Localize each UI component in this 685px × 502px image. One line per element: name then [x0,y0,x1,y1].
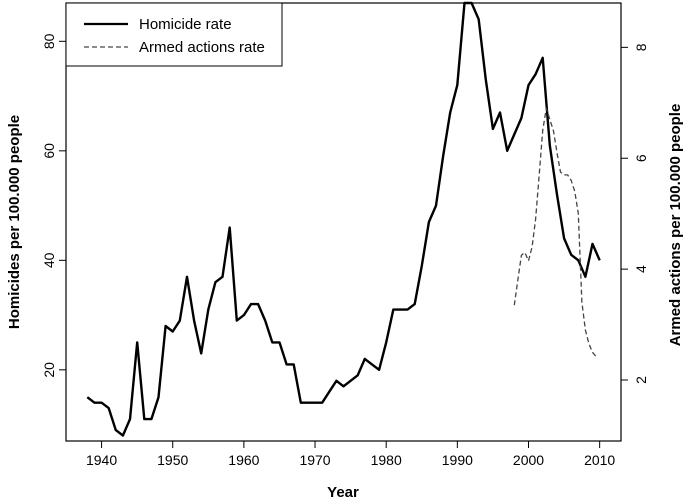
x-tick-label: 1950 [157,452,188,468]
series-layer [86,1,601,437]
x-axis: 1940 1950 1960 1970 1980 1990 2000 2010 [86,441,615,468]
left-y-tick-label: 80 [41,33,57,49]
x-axis-title: Year [327,484,359,501]
right-y-tick-label: 2 [633,376,649,384]
right-y-axis-title: Armed actions per 100.000 people [667,104,684,347]
series-line-armed-actions-rate [513,107,597,358]
left-y-tick-label: 60 [41,143,57,159]
series-line-homicide-rate [86,1,601,437]
x-tick-label: 1990 [442,452,473,468]
x-tick-label: 2000 [513,452,544,468]
left-y-tick-label: 20 [41,362,57,378]
x-tick-label: 1960 [228,452,259,468]
x-tick-label: 2010 [584,452,615,468]
right-y-tick-label: 4 [633,265,649,273]
legend: Homicide rate Armed actions rate [65,2,283,67]
legend-label-armed-actions-rate: Armed actions rate [139,39,265,56]
left-y-axis: 20 40 60 80 [41,33,66,378]
left-y-axis-title: Homicides per 100.000 people [6,115,23,329]
right-y-tick-label: 8 [633,43,649,51]
left-y-tick-label: 40 [41,252,57,268]
legend-box [65,2,283,67]
right-y-axis: 2 4 6 8 [621,43,649,384]
x-tick-label: 1940 [86,452,117,468]
x-tick-label: 1970 [299,452,330,468]
legend-label-homicide-rate: Homicide rate [139,16,232,33]
right-y-tick-label: 6 [633,154,649,162]
x-tick-label: 1980 [371,452,402,468]
plot-frame [65,2,622,442]
